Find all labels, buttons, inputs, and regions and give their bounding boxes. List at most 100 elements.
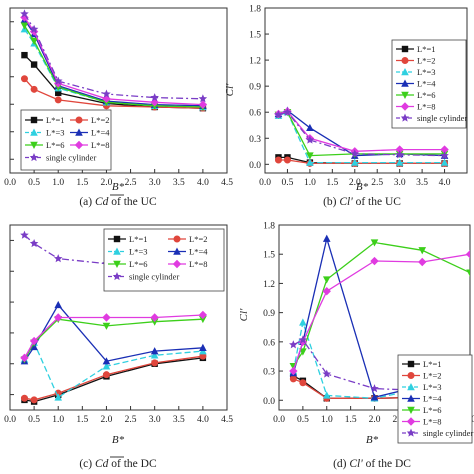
x-tick-label: 2.5 xyxy=(125,178,137,188)
y-tick-label: 1.2 xyxy=(249,57,261,67)
caption-symbol: Cd xyxy=(95,196,109,208)
caption-index: (b) xyxy=(323,196,339,208)
chart-panel-2: 0.0 0.5 1.0 1.5 2.0 2.5 3.0 3.5 4.0 4.5 B* L*=1 L*=2… xyxy=(4,224,233,470)
legend-marker xyxy=(30,128,38,136)
data-point xyxy=(370,256,379,266)
caption: (d) Cl' of the DC xyxy=(333,458,411,470)
data-point xyxy=(289,340,298,349)
legend-marker xyxy=(112,272,122,281)
legend-marker xyxy=(407,360,415,368)
data-point xyxy=(54,393,63,401)
legend-marker xyxy=(407,394,415,402)
legend-marker xyxy=(407,383,415,391)
legend-marker xyxy=(406,428,416,437)
legend-label: L*=3 xyxy=(129,247,148,257)
legend-label: L*=3 xyxy=(46,128,65,138)
caption-text: of the DC xyxy=(108,458,157,470)
series-line xyxy=(23,341,203,399)
legend-marker xyxy=(406,417,416,426)
data-point xyxy=(102,89,111,98)
x-tick-label: 3.5 xyxy=(416,178,428,188)
series-line xyxy=(293,339,470,392)
caption-symbol: Cd xyxy=(95,458,109,470)
y-tick-label: 1.8 xyxy=(263,222,275,232)
data-point xyxy=(54,313,63,322)
legend-label: L*=2 xyxy=(91,115,110,125)
data-point xyxy=(30,85,38,93)
legend-marker xyxy=(173,247,181,255)
data-point xyxy=(54,300,63,309)
data-point xyxy=(199,315,207,324)
data-point xyxy=(440,158,449,166)
x-tick-label: 0.0 xyxy=(4,415,16,425)
y-tick-label: 0.3 xyxy=(263,368,275,378)
data-point xyxy=(298,335,308,344)
data-point xyxy=(54,96,62,104)
y-tick-label: 1.8 xyxy=(249,5,261,15)
data-point xyxy=(465,250,470,259)
legend-marker xyxy=(401,45,409,53)
data-point xyxy=(150,313,159,322)
x-tick-label: 0.5 xyxy=(28,178,40,188)
y-tick-label: 0.3 xyxy=(249,135,261,145)
caption: (b) Cl' of the UC xyxy=(323,196,401,208)
data-point xyxy=(29,336,39,346)
legend-marker xyxy=(401,68,409,76)
data-point xyxy=(395,145,404,154)
legend-marker xyxy=(113,235,121,243)
legend-marker xyxy=(401,57,409,64)
data-point xyxy=(102,371,110,379)
legend-label: L*=8 xyxy=(189,259,208,269)
legend-marker xyxy=(75,128,83,136)
legend-label: L*=6 xyxy=(423,405,442,415)
legend-marker xyxy=(400,113,410,122)
legend-marker xyxy=(400,102,410,111)
data-point xyxy=(322,391,331,399)
plot-frame xyxy=(264,7,468,174)
x-tick-label: 1.5 xyxy=(76,415,88,425)
x-tick-label: 3.5 xyxy=(173,415,185,425)
x-tick-label: 4.5 xyxy=(221,415,233,425)
y-tick-label: 0.6 xyxy=(249,109,261,119)
x-tick-label: 4.5 xyxy=(221,178,233,188)
legend-label: L*=2 xyxy=(189,234,208,244)
data-point xyxy=(418,247,427,255)
x-tick-label: 3.5 xyxy=(173,178,185,188)
legend-marker xyxy=(401,91,409,99)
data-point xyxy=(29,24,39,33)
x-tick-label: 4.0 xyxy=(197,415,209,425)
data-point xyxy=(322,369,332,378)
caption: (a) Cd of the UC xyxy=(79,196,157,208)
y-axis-label: Cl' xyxy=(224,83,236,96)
data-point xyxy=(53,254,63,263)
legend-label: L*=4 xyxy=(417,79,436,89)
x-tick-label: 0.0 xyxy=(4,178,16,188)
series-line xyxy=(24,355,203,401)
plot-frame xyxy=(9,7,228,174)
legend-marker xyxy=(172,259,182,269)
caption-index: (d) xyxy=(333,458,349,470)
legend-label: L*=4 xyxy=(423,394,442,404)
data-point xyxy=(150,93,159,102)
data-point xyxy=(466,269,470,277)
data-point xyxy=(305,135,315,144)
legend-marker xyxy=(407,372,415,379)
data-point xyxy=(299,348,307,356)
caption-text: of the UC xyxy=(108,196,157,208)
data-point xyxy=(198,100,208,109)
legend-label: L*=1 xyxy=(46,115,65,125)
data-point xyxy=(150,347,159,355)
x-tick-label: 0.0 xyxy=(273,415,285,425)
plot-frame xyxy=(9,224,228,411)
chart-panel-0: 0.0 0.5 1.0 1.5 2.0 2.5 3.0 3.5 4.0 4.5 B* L*=1 L*=2… xyxy=(4,7,233,208)
data-point xyxy=(440,145,449,154)
y-tick-label: 1.5 xyxy=(263,251,275,261)
legend-label: L*=4 xyxy=(91,128,110,138)
data-point xyxy=(350,158,359,166)
data-point xyxy=(30,61,38,68)
legend-label: L*=1 xyxy=(423,359,442,369)
